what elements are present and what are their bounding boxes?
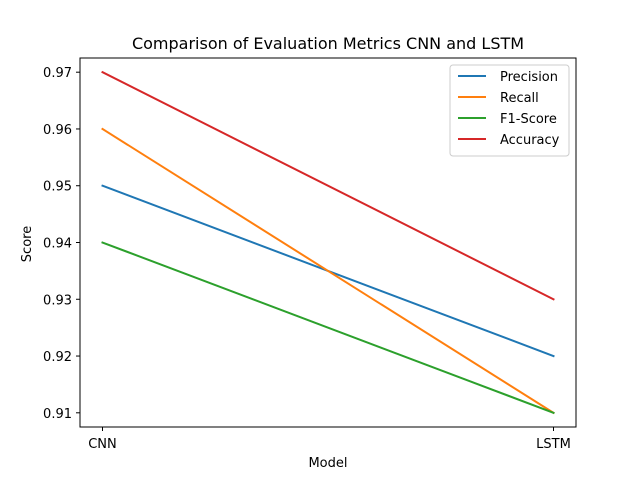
- legend-box: [449, 64, 570, 157]
- y-tick-label: 0.96: [43, 123, 72, 138]
- legend-label-accuracy: Accuracy: [500, 133, 560, 148]
- legend-label-precision: Precision: [500, 70, 558, 85]
- chart-title: Comparison of Evaluation Metrics CNN and…: [132, 34, 524, 53]
- legend-label-recall: Recall: [500, 91, 539, 106]
- y-axis: 0.91 0.92 0.93 0.94 0.95 0.96 0.97: [43, 66, 80, 422]
- y-tick-label: 0.93: [43, 293, 72, 308]
- plot-area: [79, 57, 577, 428]
- series-line-accuracy: [101, 70, 555, 301]
- y-tick-label: 0.97: [43, 66, 72, 81]
- x-axis: CNN LSTM: [88, 427, 571, 452]
- series-line-recall: [101, 127, 555, 415]
- x-axis-title: Model: [308, 456, 347, 471]
- y-tick-label: 0.92: [43, 350, 72, 365]
- y-tick-label: 0.91: [43, 407, 72, 422]
- y-tick-label: 0.95: [43, 180, 72, 195]
- legend-label-f1-score: F1-Score: [500, 112, 557, 127]
- x-tick-label: CNN: [88, 437, 117, 452]
- legend: Precision Recall F1-Score Accuracy: [449, 64, 570, 157]
- x-tick-label: LSTM: [536, 437, 571, 452]
- y-axis-title: Score: [20, 226, 35, 262]
- y-tick-label: 0.94: [43, 237, 72, 252]
- series-line-f1-score: [101, 241, 555, 415]
